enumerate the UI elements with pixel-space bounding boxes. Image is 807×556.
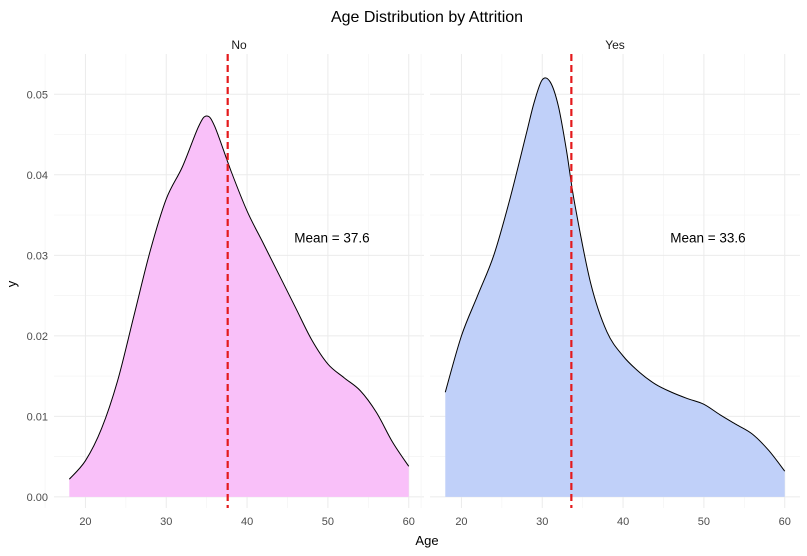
x-tick-label: 20 xyxy=(79,516,91,528)
facet-panel-no: No Mean = 37.6 20 30 40 50 60 xyxy=(44,38,424,528)
mean-annotation: Mean = 37.6 xyxy=(294,230,369,245)
density-area xyxy=(445,77,785,497)
facet-panel-yes: Yes Mean = 33.6 20 30 40 50 60 xyxy=(420,38,800,528)
density-line xyxy=(68,115,410,480)
x-tick-label: 60 xyxy=(779,516,791,528)
x-tick-label: 20 xyxy=(455,516,467,528)
y-tick-label: 0.05 xyxy=(27,89,48,101)
facet-strip-label: No xyxy=(231,38,247,52)
x-tick-label: 30 xyxy=(160,516,172,528)
x-axis-title: Age xyxy=(415,533,438,548)
y-tick-label: 0.04 xyxy=(27,170,48,182)
chart-title: Age Distribution by Attrition xyxy=(331,9,523,26)
facet-panels: No Mean = 37.6 20 30 40 50 60 Yes Mean = 33.6 20 3… xyxy=(44,38,800,528)
y-tick-label: 0.00 xyxy=(27,492,48,504)
y-axis: 0.00 0.01 0.02 0.03 0.04 0.05 xyxy=(27,89,48,504)
density-area xyxy=(69,116,409,497)
mean-annotation: Mean = 33.6 xyxy=(670,230,745,245)
x-tick-label: 50 xyxy=(322,516,334,528)
y-axis-title: y xyxy=(4,280,19,287)
x-tick-label: 50 xyxy=(698,516,710,528)
x-tick-label: 60 xyxy=(403,516,415,528)
y-tick-label: 0.02 xyxy=(27,331,48,343)
x-tick-label: 40 xyxy=(241,516,253,528)
y-tick-label: 0.01 xyxy=(27,411,48,423)
x-tick-label: 40 xyxy=(617,516,629,528)
y-tick-label: 0.03 xyxy=(27,250,48,262)
density-line xyxy=(444,77,786,472)
x-tick-label: 30 xyxy=(536,516,548,528)
facet-strip-label: Yes xyxy=(605,38,625,52)
